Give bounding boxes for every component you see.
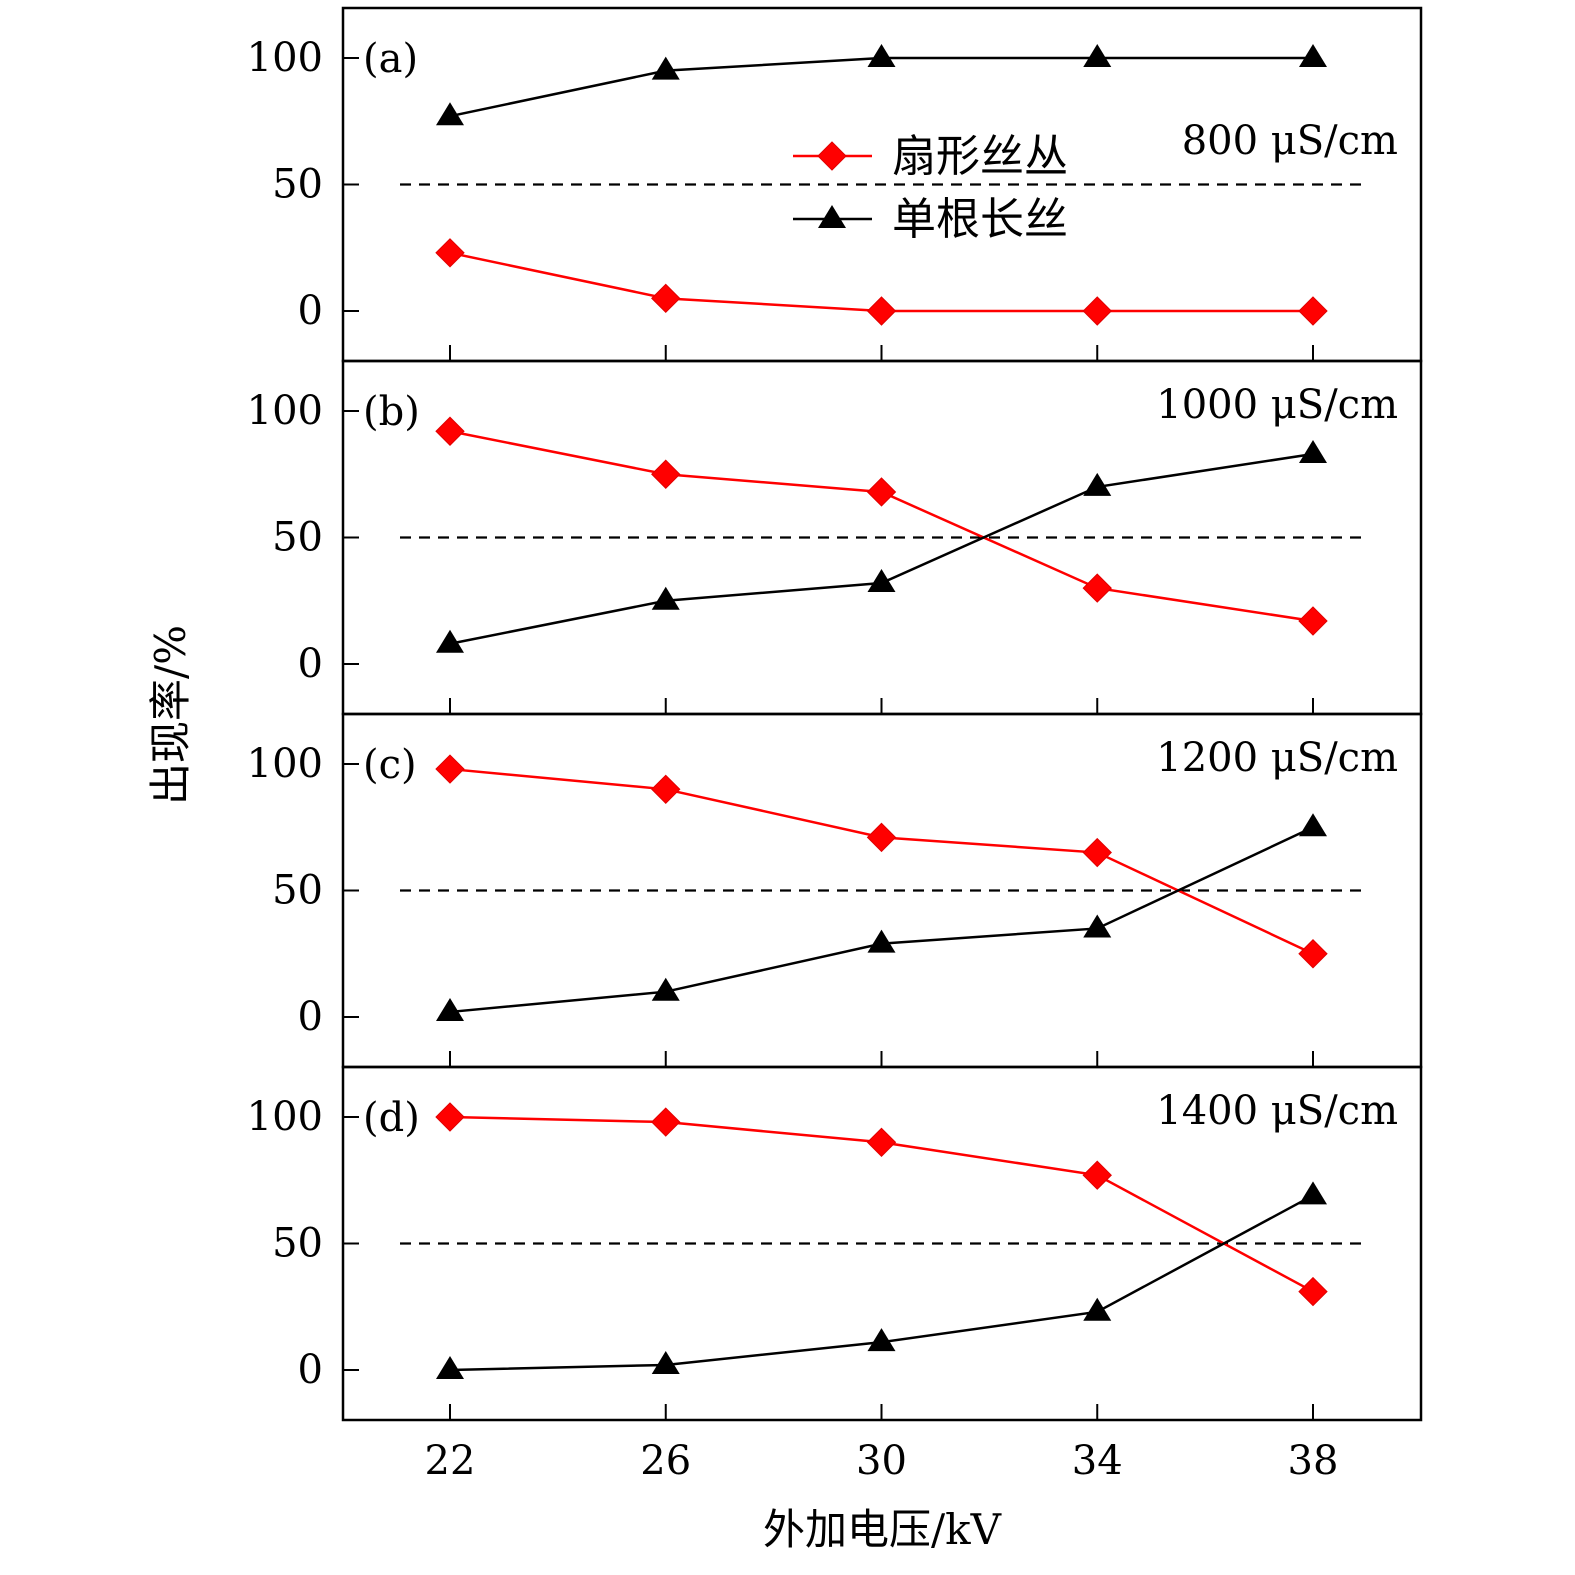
data-point-fan — [866, 822, 897, 853]
data-point-fan — [651, 774, 681, 805]
condition-label: 1200 μS/cm — [1156, 735, 1398, 781]
y-tick-label: 100 — [247, 741, 323, 787]
data-point-single — [1083, 1297, 1112, 1321]
data-point-fan — [1082, 1160, 1112, 1190]
panel-label: (a) — [363, 36, 418, 82]
y-tick-label: 100 — [247, 35, 323, 81]
data-point-fan — [435, 1102, 465, 1132]
legend: 扇形丝丛 单根长丝 — [793, 131, 1068, 245]
x-tick-label: 38 — [1288, 1438, 1339, 1484]
data-point-fan — [651, 1107, 681, 1137]
y-tick-label: 0 — [298, 994, 323, 1040]
data-point-single — [867, 1328, 896, 1352]
series-line-single — [449, 826, 1314, 1014]
data-point-single — [867, 569, 896, 593]
condition-label: 1000 μS/cm — [1156, 382, 1398, 428]
x-axis-title: 外加电压/kV — [763, 1505, 1002, 1554]
panel-b: 0 50 100 (b) 1000 μS/cm — [247, 359, 1423, 716]
condition-label: 1400 μS/cm — [1156, 1088, 1398, 1134]
data-point-single — [436, 629, 464, 653]
data-point-single — [436, 997, 464, 1021]
data-point-single — [651, 586, 680, 610]
data-point-single — [651, 56, 680, 80]
data-point-fan — [651, 283, 681, 314]
data-point-single — [436, 1356, 464, 1379]
data-point-single — [867, 929, 896, 953]
series-line-fan — [449, 430, 1314, 623]
condition-label: 800 μS/cm — [1182, 118, 1398, 164]
y-tick-label: 0 — [298, 288, 323, 334]
data-point-single — [651, 977, 680, 1001]
y-tick-label: 100 — [247, 1094, 323, 1140]
y-tick-label: 50 — [272, 1221, 323, 1267]
y-tick-label: 50 — [272, 515, 323, 561]
x-tick-label: 22 — [425, 1438, 476, 1484]
data-point-single — [1083, 472, 1112, 496]
data-point-fan — [435, 238, 465, 268]
data-point-fan — [866, 1127, 897, 1158]
x-tick-labels: 22 26 30 34 38 — [425, 1438, 1339, 1484]
data-point-fan — [1298, 939, 1328, 969]
legend-label-single: 单根长丝 — [892, 194, 1068, 245]
panel-label: (c) — [363, 742, 417, 788]
data-point-fan — [651, 459, 681, 489]
legend-marker-single — [818, 205, 846, 228]
data-point-single — [1299, 1181, 1327, 1205]
y-tick-label: 0 — [298, 1347, 323, 1393]
data-point-single — [1299, 813, 1327, 837]
data-point-fan — [866, 477, 897, 507]
y-tick-label: 50 — [272, 868, 323, 914]
data-point-single — [436, 102, 464, 126]
y-tick-label: 50 — [272, 162, 323, 208]
panel-a: 0 50 100 (a) 800 μS/cm — [247, 6, 1423, 363]
data-point-fan — [435, 754, 465, 784]
panel-d: 0 50 100 (d) 1400 μS/cm — [247, 1065, 1423, 1422]
data-point-fan — [866, 296, 897, 326]
series-line-fan — [449, 767, 1314, 955]
data-point-fan — [1298, 296, 1328, 326]
x-tick-label: 34 — [1072, 1438, 1123, 1484]
y-tick-label: 100 — [247, 388, 323, 434]
panel-label: (d) — [363, 1095, 420, 1141]
data-point-single — [1083, 44, 1112, 67]
data-point-fan — [435, 416, 465, 446]
data-point-single — [1083, 914, 1112, 938]
data-point-single — [1299, 44, 1327, 67]
x-tick-label: 30 — [856, 1438, 907, 1484]
legend-marker-fan — [817, 141, 847, 171]
y-axis-title: 出现率/% — [146, 625, 195, 805]
panel-c: 0 50 100 (c) 1200 μS/cm — [247, 712, 1423, 1069]
panels-layer: 0 50 100 (a) 800 μS/cm 0 50 100 (b) 1000 μS/cm 0 50… — [247, 6, 1423, 1422]
data-point-single — [867, 44, 896, 67]
data-point-fan — [1298, 1276, 1328, 1307]
data-point-fan — [1298, 606, 1328, 636]
x-tick-label: 26 — [640, 1438, 691, 1484]
legend-label-fan: 扇形丝丛 — [892, 131, 1068, 182]
data-point-fan — [1082, 573, 1112, 603]
data-point-fan — [1082, 296, 1112, 326]
data-point-fan — [1082, 837, 1112, 868]
y-tick-label: 0 — [298, 641, 323, 687]
panel-label: (b) — [363, 389, 420, 435]
data-point-single — [1299, 440, 1327, 464]
data-point-single — [651, 1350, 680, 1374]
